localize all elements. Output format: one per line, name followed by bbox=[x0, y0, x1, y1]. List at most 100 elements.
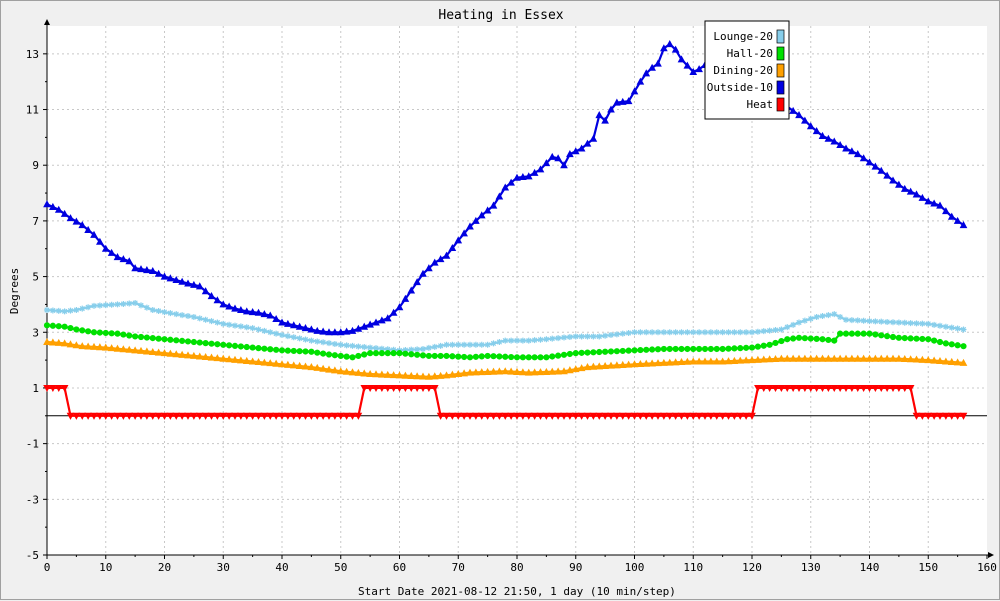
data-point bbox=[296, 348, 303, 355]
data-point bbox=[448, 370, 457, 378]
data-point bbox=[348, 368, 357, 376]
data-point bbox=[401, 384, 410, 392]
data-point bbox=[467, 341, 473, 348]
data-point bbox=[601, 116, 609, 124]
data-point bbox=[408, 351, 415, 358]
data-point bbox=[437, 342, 444, 349]
data-point bbox=[618, 412, 627, 420]
data-point bbox=[759, 384, 768, 392]
data-point bbox=[483, 367, 492, 375]
data-point bbox=[947, 212, 956, 220]
data-point bbox=[853, 150, 862, 158]
data-point bbox=[384, 346, 391, 353]
data-point bbox=[737, 329, 744, 336]
data-point bbox=[889, 176, 897, 184]
data-point bbox=[43, 384, 51, 392]
x-tick-label: 140 bbox=[860, 561, 880, 574]
data-point bbox=[160, 349, 169, 357]
data-point bbox=[596, 348, 603, 356]
data-point bbox=[743, 344, 750, 351]
data-point bbox=[396, 350, 403, 357]
data-point bbox=[354, 412, 363, 420]
data-point bbox=[460, 369, 468, 377]
data-point bbox=[184, 279, 192, 287]
data-point bbox=[566, 333, 573, 340]
data-point bbox=[683, 357, 692, 365]
data-point bbox=[231, 412, 239, 420]
data-point bbox=[678, 329, 685, 336]
data-point bbox=[784, 324, 791, 331]
data-point bbox=[166, 274, 175, 282]
data-point bbox=[232, 322, 238, 329]
data-point bbox=[919, 320, 926, 327]
data-point bbox=[789, 106, 797, 114]
data-point bbox=[959, 221, 968, 229]
data-point bbox=[818, 354, 827, 362]
data-point bbox=[555, 335, 562, 342]
data-point bbox=[295, 322, 304, 330]
data-point bbox=[696, 329, 703, 336]
data-point bbox=[478, 353, 485, 360]
data-point bbox=[624, 360, 633, 368]
data-point bbox=[401, 371, 410, 379]
data-point bbox=[419, 269, 427, 277]
legend-swatch bbox=[776, 80, 785, 95]
data-point bbox=[783, 354, 792, 362]
y-tick-label: 11 bbox=[26, 104, 39, 117]
data-point bbox=[701, 357, 709, 365]
data-point bbox=[736, 356, 745, 364]
data-point bbox=[307, 325, 316, 333]
y-axis-label: Degrees bbox=[8, 268, 21, 314]
data-point bbox=[831, 311, 838, 318]
series-dining-20 bbox=[43, 337, 968, 380]
data-point bbox=[707, 412, 715, 420]
data-point bbox=[754, 355, 762, 363]
data-point bbox=[813, 335, 820, 342]
data-point bbox=[842, 354, 850, 362]
data-point bbox=[561, 334, 567, 341]
data-point bbox=[947, 357, 956, 365]
data-point bbox=[355, 352, 362, 360]
data-point bbox=[549, 353, 556, 360]
data-point bbox=[954, 342, 961, 349]
x-tick-label: 80 bbox=[510, 561, 523, 574]
data-point bbox=[742, 412, 750, 420]
data-point bbox=[754, 328, 761, 335]
data-point bbox=[872, 318, 879, 325]
data-point bbox=[677, 55, 686, 63]
data-point bbox=[749, 329, 755, 336]
data-point bbox=[185, 313, 191, 320]
data-point bbox=[431, 352, 438, 360]
data-point bbox=[407, 384, 416, 392]
data-point bbox=[308, 337, 315, 344]
data-point bbox=[114, 330, 121, 337]
data-point bbox=[314, 349, 321, 356]
data-point bbox=[155, 335, 162, 342]
data-point bbox=[824, 134, 833, 142]
data-point bbox=[442, 251, 451, 259]
data-point bbox=[947, 412, 956, 420]
data-point bbox=[884, 333, 891, 340]
data-point bbox=[519, 354, 526, 361]
data-point bbox=[131, 412, 139, 420]
data-point bbox=[402, 347, 409, 354]
data-point bbox=[172, 350, 181, 358]
x-tick-label: 10 bbox=[99, 561, 112, 574]
data-point bbox=[607, 105, 615, 113]
data-point bbox=[143, 266, 151, 274]
data-point bbox=[120, 300, 127, 307]
data-point bbox=[519, 412, 527, 420]
legend-label: Dining-20 bbox=[713, 64, 773, 77]
data-point bbox=[331, 352, 338, 359]
data-point bbox=[571, 147, 580, 155]
data-point bbox=[918, 355, 927, 363]
data-point bbox=[531, 354, 538, 361]
data-point bbox=[243, 343, 250, 351]
data-point bbox=[372, 370, 380, 378]
data-point bbox=[502, 353, 509, 360]
data-point bbox=[560, 412, 568, 420]
data-point bbox=[320, 350, 327, 357]
data-point bbox=[925, 336, 932, 343]
data-point bbox=[524, 172, 533, 180]
